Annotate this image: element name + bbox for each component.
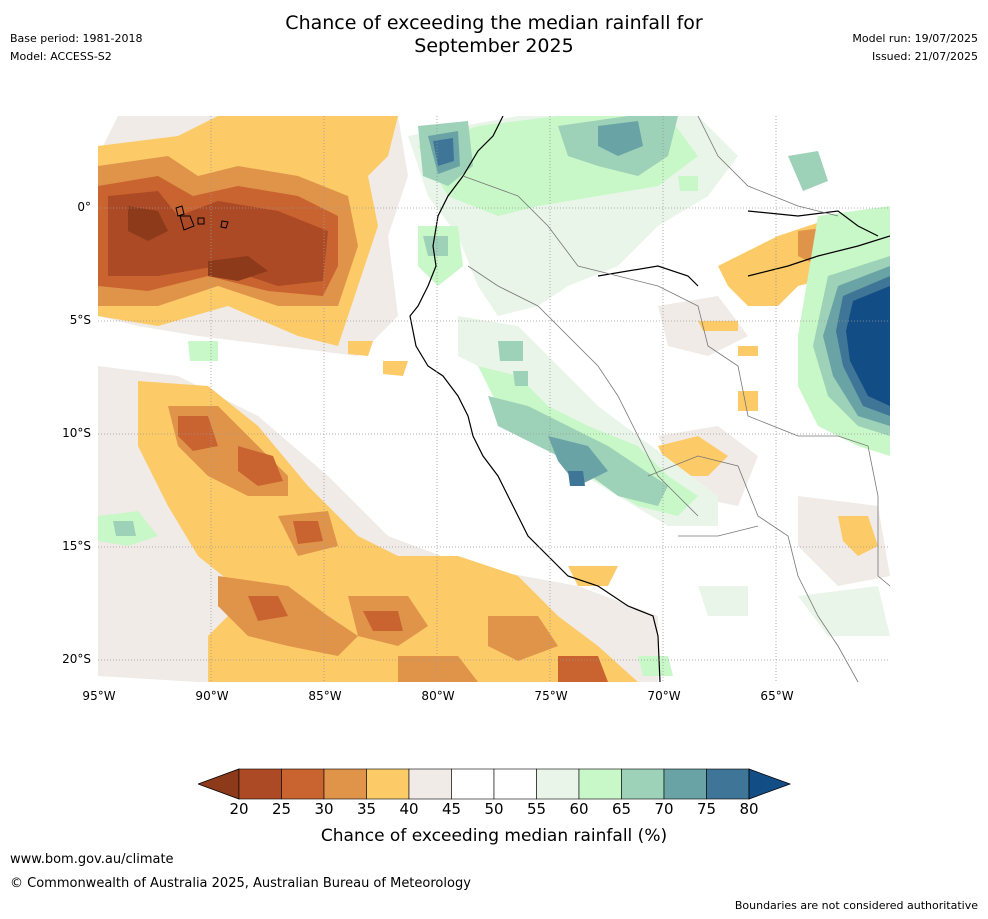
- colorbar-title: Chance of exceeding median rainfall (%): [320, 826, 668, 846]
- lat-label-10s: 10°S: [62, 426, 91, 440]
- disclaimer-text: Boundaries are not considered authoritat…: [734, 899, 978, 912]
- below-median-areas: [98, 116, 878, 682]
- colorbar-tick-80: 80: [739, 800, 759, 818]
- colorbar-tick-55: 55: [526, 800, 547, 818]
- colorbar-tick-30: 30: [314, 800, 334, 818]
- model-run-text: Model run: 19/07/2025: [852, 32, 978, 45]
- colorbar-tick-70: 70: [654, 800, 674, 818]
- map-canvas: [98, 116, 890, 682]
- rainfall-map: [98, 116, 890, 682]
- colorbar-cell: [408, 768, 452, 800]
- colorbar-cell: [536, 768, 580, 800]
- lat-label-5s: 5°S: [69, 313, 91, 327]
- map-title-line2: September 2025: [414, 35, 574, 57]
- lat-label-15s: 15°S: [62, 539, 91, 553]
- galapagos-islands: [175, 205, 229, 231]
- colorbar-cell: [578, 768, 622, 800]
- colorbar-tick-35: 35: [356, 800, 377, 818]
- map-title: Chance of exceeding the median rainfall …: [0, 12, 988, 58]
- colorbar-cell: [663, 768, 707, 800]
- colorbar-tick-60: 60: [569, 800, 589, 818]
- issued-text: Issued: 21/07/2025: [871, 50, 978, 63]
- colorbar-cell: [621, 768, 665, 800]
- colorbar-tick-25: 25: [271, 800, 292, 818]
- lon-label-75w: 75°W: [534, 689, 568, 703]
- colorbar-tick-20: 20: [229, 800, 249, 818]
- colorbar: [198, 768, 792, 800]
- colorbar-tick-75: 75: [696, 800, 717, 818]
- graticule: [98, 116, 890, 682]
- lon-label-95w: 95°W: [82, 689, 116, 703]
- coastlines: [409, 116, 890, 682]
- colorbar-below-triangle: [198, 768, 240, 800]
- colorbar-tick-50: 50: [484, 800, 504, 818]
- copyright-text: © Commonwealth of Australia 2025, Austra…: [10, 876, 471, 891]
- colorbar-cell: [493, 768, 537, 800]
- lon-label-80w: 80°W: [421, 689, 455, 703]
- lon-label-85w: 85°W: [308, 689, 342, 703]
- base-period-text: Base period: 1981-2018: [10, 32, 143, 45]
- lon-label-90w: 90°W: [195, 689, 229, 703]
- colorbar-above-triangle: [748, 768, 792, 800]
- model-text: Model: ACCESS-S2: [10, 50, 112, 63]
- footer-url: www.bom.gov.au/climate: [10, 852, 174, 867]
- map-title-line1: Chance of exceeding the median rainfall …: [285, 12, 703, 34]
- colorbar-tick-45: 45: [441, 800, 462, 818]
- colorbar-cell: [366, 768, 410, 800]
- colorbar-cell: [323, 768, 367, 800]
- lon-label-65w: 65°W: [760, 689, 794, 703]
- lat-label-0: 0°: [77, 200, 91, 214]
- colorbar-cell: [706, 768, 750, 800]
- colorbar-tick-40: 40: [399, 800, 419, 818]
- colorbar-cell: [238, 768, 282, 800]
- above-median-areas: [98, 116, 890, 676]
- colorbar-cell: [281, 768, 325, 800]
- country-borders: [462, 116, 890, 682]
- colorbar-tick-65: 65: [611, 800, 632, 818]
- lat-label-20s: 20°S: [62, 652, 91, 666]
- colorbar-cell: [451, 768, 495, 800]
- lon-label-70w: 70°W: [647, 689, 681, 703]
